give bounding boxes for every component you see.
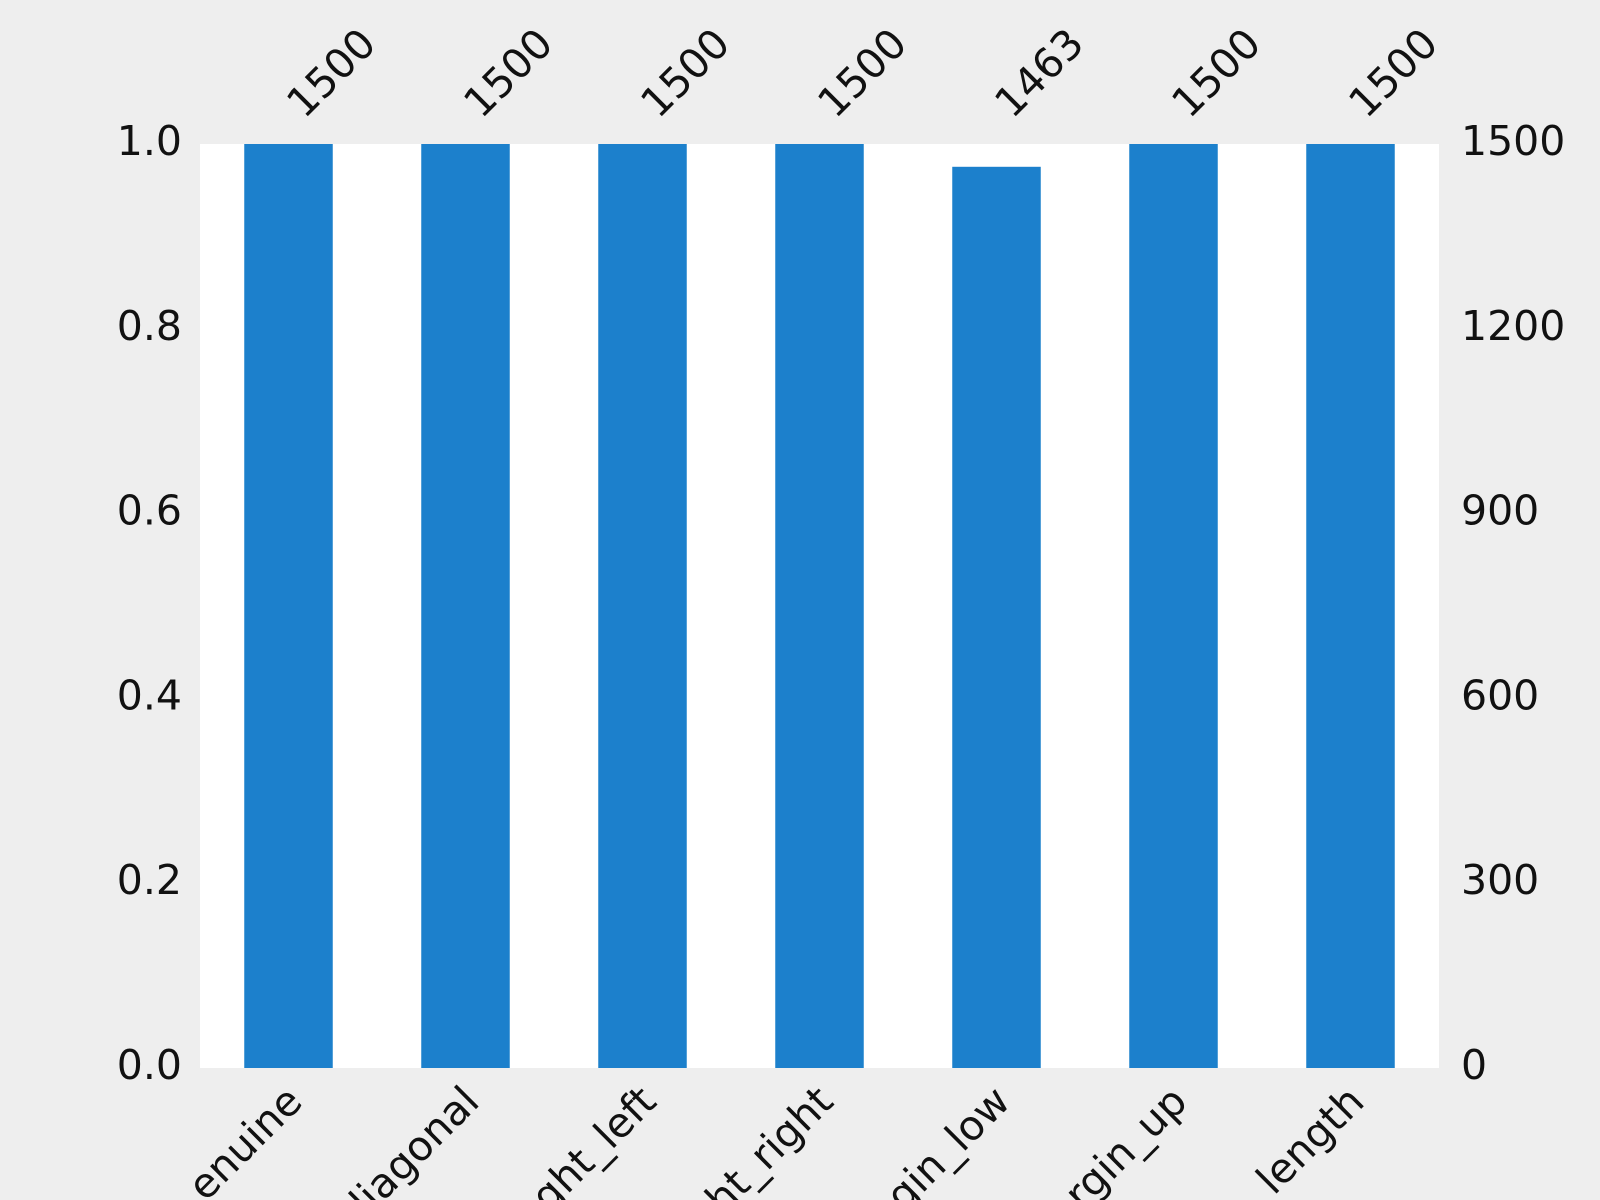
y2-tick-label: 900 xyxy=(1461,487,1539,535)
bar xyxy=(775,144,864,1068)
y2-tick-label: 1200 xyxy=(1461,302,1565,350)
y-tick-label: 0.2 xyxy=(117,856,182,904)
bar xyxy=(952,166,1041,1069)
y2-tick-label: 1500 xyxy=(1461,117,1565,165)
y-tick-label: 0.0 xyxy=(117,1041,182,1089)
y-tick-label: 0.8 xyxy=(117,302,182,350)
y2-tick-label: 0 xyxy=(1461,1041,1487,1089)
bar xyxy=(421,144,510,1068)
y-tick-label: 0.4 xyxy=(117,671,182,719)
y-tick-label: 1.0 xyxy=(117,117,182,165)
y-tick-label: 0.6 xyxy=(117,487,182,535)
bar xyxy=(1129,144,1218,1068)
bar xyxy=(598,144,687,1068)
bar xyxy=(244,144,333,1068)
y2-tick-label: 600 xyxy=(1461,671,1539,719)
y2-tick-label: 300 xyxy=(1461,856,1539,904)
bar xyxy=(1306,144,1395,1068)
